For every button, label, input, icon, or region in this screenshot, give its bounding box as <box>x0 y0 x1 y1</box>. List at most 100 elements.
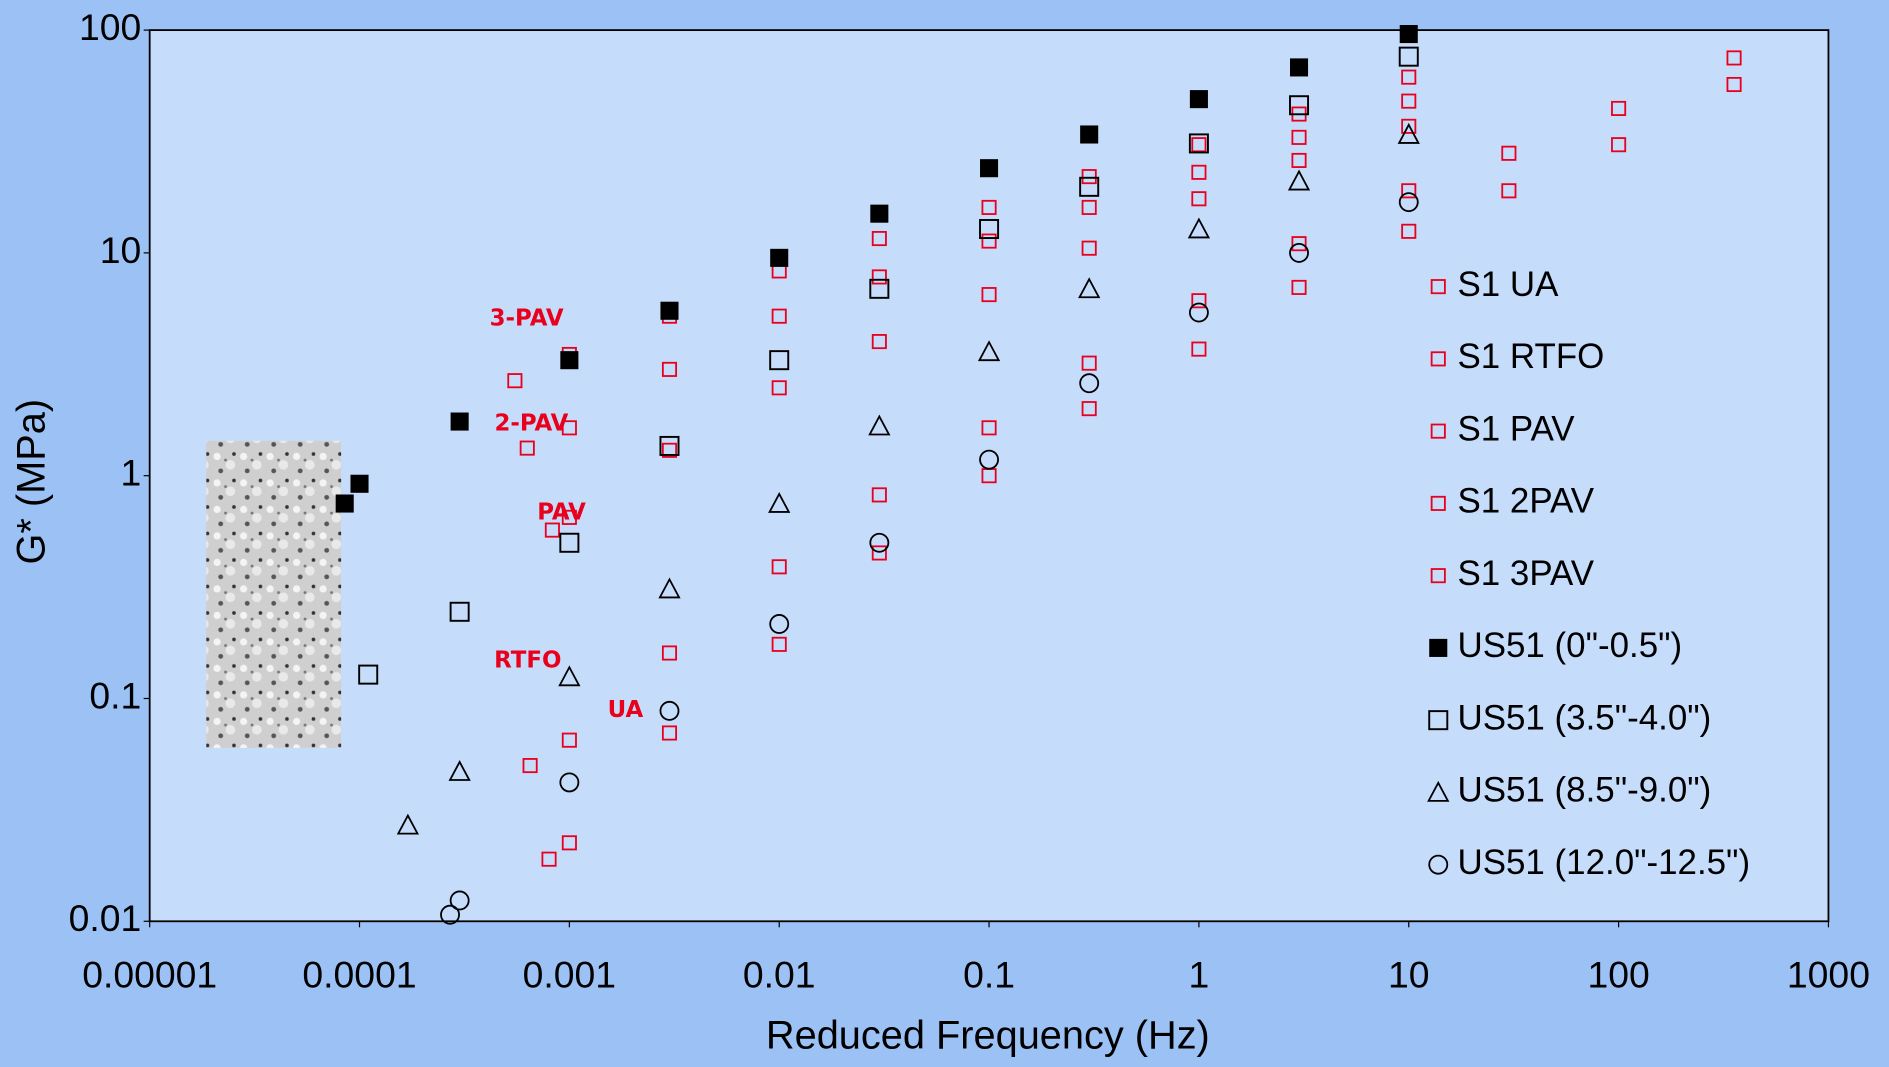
legend-label: US51 (0"-0.5") <box>1458 626 1683 665</box>
marker <box>661 361 678 377</box>
marker <box>871 334 887 350</box>
marker <box>771 559 787 575</box>
y-axis-title: G* (MPa) <box>10 399 54 565</box>
marker <box>981 233 997 249</box>
legend-marker <box>1427 780 1450 802</box>
marker <box>561 420 577 436</box>
legend-marker <box>1430 495 1446 511</box>
marker <box>979 219 1000 240</box>
marker <box>1079 176 1100 197</box>
marker <box>1191 341 1207 357</box>
marker <box>440 904 460 925</box>
x-tick-label: 10 <box>1388 954 1430 996</box>
marker <box>561 835 577 851</box>
y-tick-label: 0.01 <box>69 897 142 939</box>
marker <box>1081 401 1097 417</box>
legend-marker <box>1430 351 1446 367</box>
legend-marker <box>1428 854 1449 875</box>
legend-label: S1 PAV <box>1458 409 1576 448</box>
marker <box>1289 242 1309 263</box>
marker <box>1191 164 1207 180</box>
marker <box>449 601 470 622</box>
marker <box>768 491 791 513</box>
marker <box>544 522 560 538</box>
legend-marker <box>1430 423 1446 439</box>
x-tick-label: 0.001 <box>523 954 616 996</box>
marker <box>450 412 469 431</box>
marker <box>977 340 1001 362</box>
marker <box>980 159 999 178</box>
marker <box>871 487 887 503</box>
marker <box>661 645 678 661</box>
marker <box>770 248 789 267</box>
y-tick-label: 100 <box>79 6 141 48</box>
marker <box>661 725 678 741</box>
marker <box>868 414 891 436</box>
y-tick-label: 10 <box>100 229 142 271</box>
marker <box>871 269 887 285</box>
marker <box>1726 76 1742 93</box>
marker <box>1501 183 1517 199</box>
marker <box>771 380 787 396</box>
marker <box>979 449 999 470</box>
marker <box>659 700 680 721</box>
marker <box>559 772 580 793</box>
marker <box>869 278 890 299</box>
marker <box>1287 169 1311 191</box>
marker <box>1188 302 1209 323</box>
marker <box>1191 137 1207 153</box>
legend-label: US51 (12.0"-12.5") <box>1458 843 1751 882</box>
marker <box>519 440 535 456</box>
marker <box>1191 293 1207 309</box>
marker <box>1291 236 1307 252</box>
marker <box>659 435 680 456</box>
marker <box>1399 25 1418 44</box>
legend-label: US51 (3.5"-4.0") <box>1458 698 1712 737</box>
marker <box>1078 277 1101 299</box>
marker <box>870 204 889 223</box>
legend-label: US51 (8.5"-9.0") <box>1458 771 1712 810</box>
marker <box>771 636 787 652</box>
x-tick-label: 1000 <box>1787 954 1870 996</box>
marker <box>1726 50 1742 66</box>
marker <box>771 308 787 324</box>
marker <box>981 199 997 215</box>
marker <box>1611 137 1627 153</box>
marker <box>1401 69 1417 85</box>
legend-marker <box>1430 568 1446 584</box>
legend-marker <box>1430 279 1446 295</box>
marker <box>561 732 577 748</box>
plot-area <box>148 29 1830 923</box>
annotation: PAV <box>537 500 586 526</box>
x-tick-label: 0.0001 <box>302 954 416 996</box>
x-axis-title: Reduced Frequency (Hz) <box>766 1014 1210 1058</box>
marker <box>981 287 997 303</box>
marker <box>561 509 577 525</box>
marker <box>358 664 379 685</box>
y-tick-label: 0.1 <box>89 674 141 716</box>
marker <box>981 420 997 436</box>
marker <box>1188 133 1209 154</box>
marker <box>507 373 523 389</box>
marker <box>1291 129 1307 145</box>
marker <box>1081 169 1097 185</box>
marker <box>1081 355 1097 371</box>
marker <box>871 231 887 247</box>
legend-label: S1 RTFO <box>1458 337 1605 376</box>
marks <box>335 25 1742 925</box>
sample-image <box>206 440 342 748</box>
marker <box>396 813 420 835</box>
marker <box>448 759 471 781</box>
marker <box>661 442 678 458</box>
marker <box>1189 90 1208 109</box>
x-tick-label: 0.00001 <box>82 954 217 996</box>
marker <box>335 494 354 513</box>
marker <box>871 545 887 561</box>
legend-marker <box>1428 710 1449 731</box>
x-tick-label: 1 <box>1189 954 1210 996</box>
marker <box>1501 145 1517 161</box>
marker <box>769 614 790 634</box>
marker <box>658 577 681 599</box>
